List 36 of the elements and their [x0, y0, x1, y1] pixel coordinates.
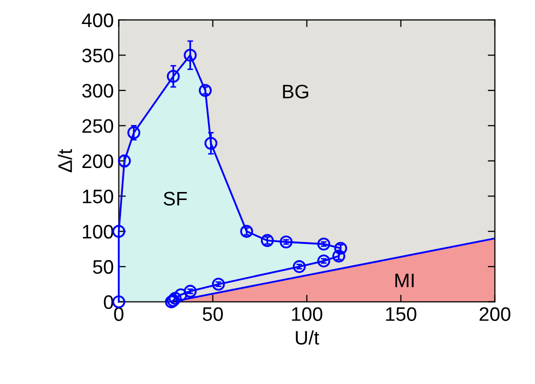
x-tick-label: 0: [114, 307, 124, 321]
point: [118, 154, 131, 168]
y-tick-label: 150: [82, 190, 114, 204]
point: [212, 278, 225, 291]
y-tick-label: 50: [93, 260, 114, 274]
y-tick-label: 300: [82, 84, 114, 98]
y-tick-label: 350: [82, 48, 114, 62]
y-tick-label: 0: [104, 295, 114, 310]
point: [317, 254, 330, 268]
y-axis-title: Δ/t: [58, 149, 72, 172]
y-tick-label: 250: [82, 119, 114, 133]
point: [260, 234, 274, 247]
annotation: MI: [395, 274, 414, 288]
annotation: SF: [164, 192, 187, 206]
point: [292, 260, 306, 274]
point: [334, 242, 348, 255]
point: [127, 126, 140, 140]
point: [204, 136, 218, 150]
point: [332, 250, 346, 262]
annotation: BG: [283, 84, 308, 98]
x-tick-label: 200: [480, 307, 510, 321]
point: [112, 224, 126, 238]
x-tick-label: 100: [292, 307, 322, 321]
point: [317, 238, 330, 251]
point: [184, 284, 197, 298]
x-tick-label: 150: [386, 307, 416, 321]
y-tick-label: 400: [82, 13, 114, 28]
x-tick-label: 50: [202, 307, 223, 321]
y-tick-label: 200: [82, 154, 114, 168]
point: [184, 48, 197, 62]
point: [166, 70, 180, 83]
point: [280, 235, 293, 248]
point: [198, 84, 212, 97]
y-tick-label: 100: [82, 224, 114, 239]
point: [240, 224, 254, 238]
x-axis-title: U/t: [296, 330, 320, 345]
